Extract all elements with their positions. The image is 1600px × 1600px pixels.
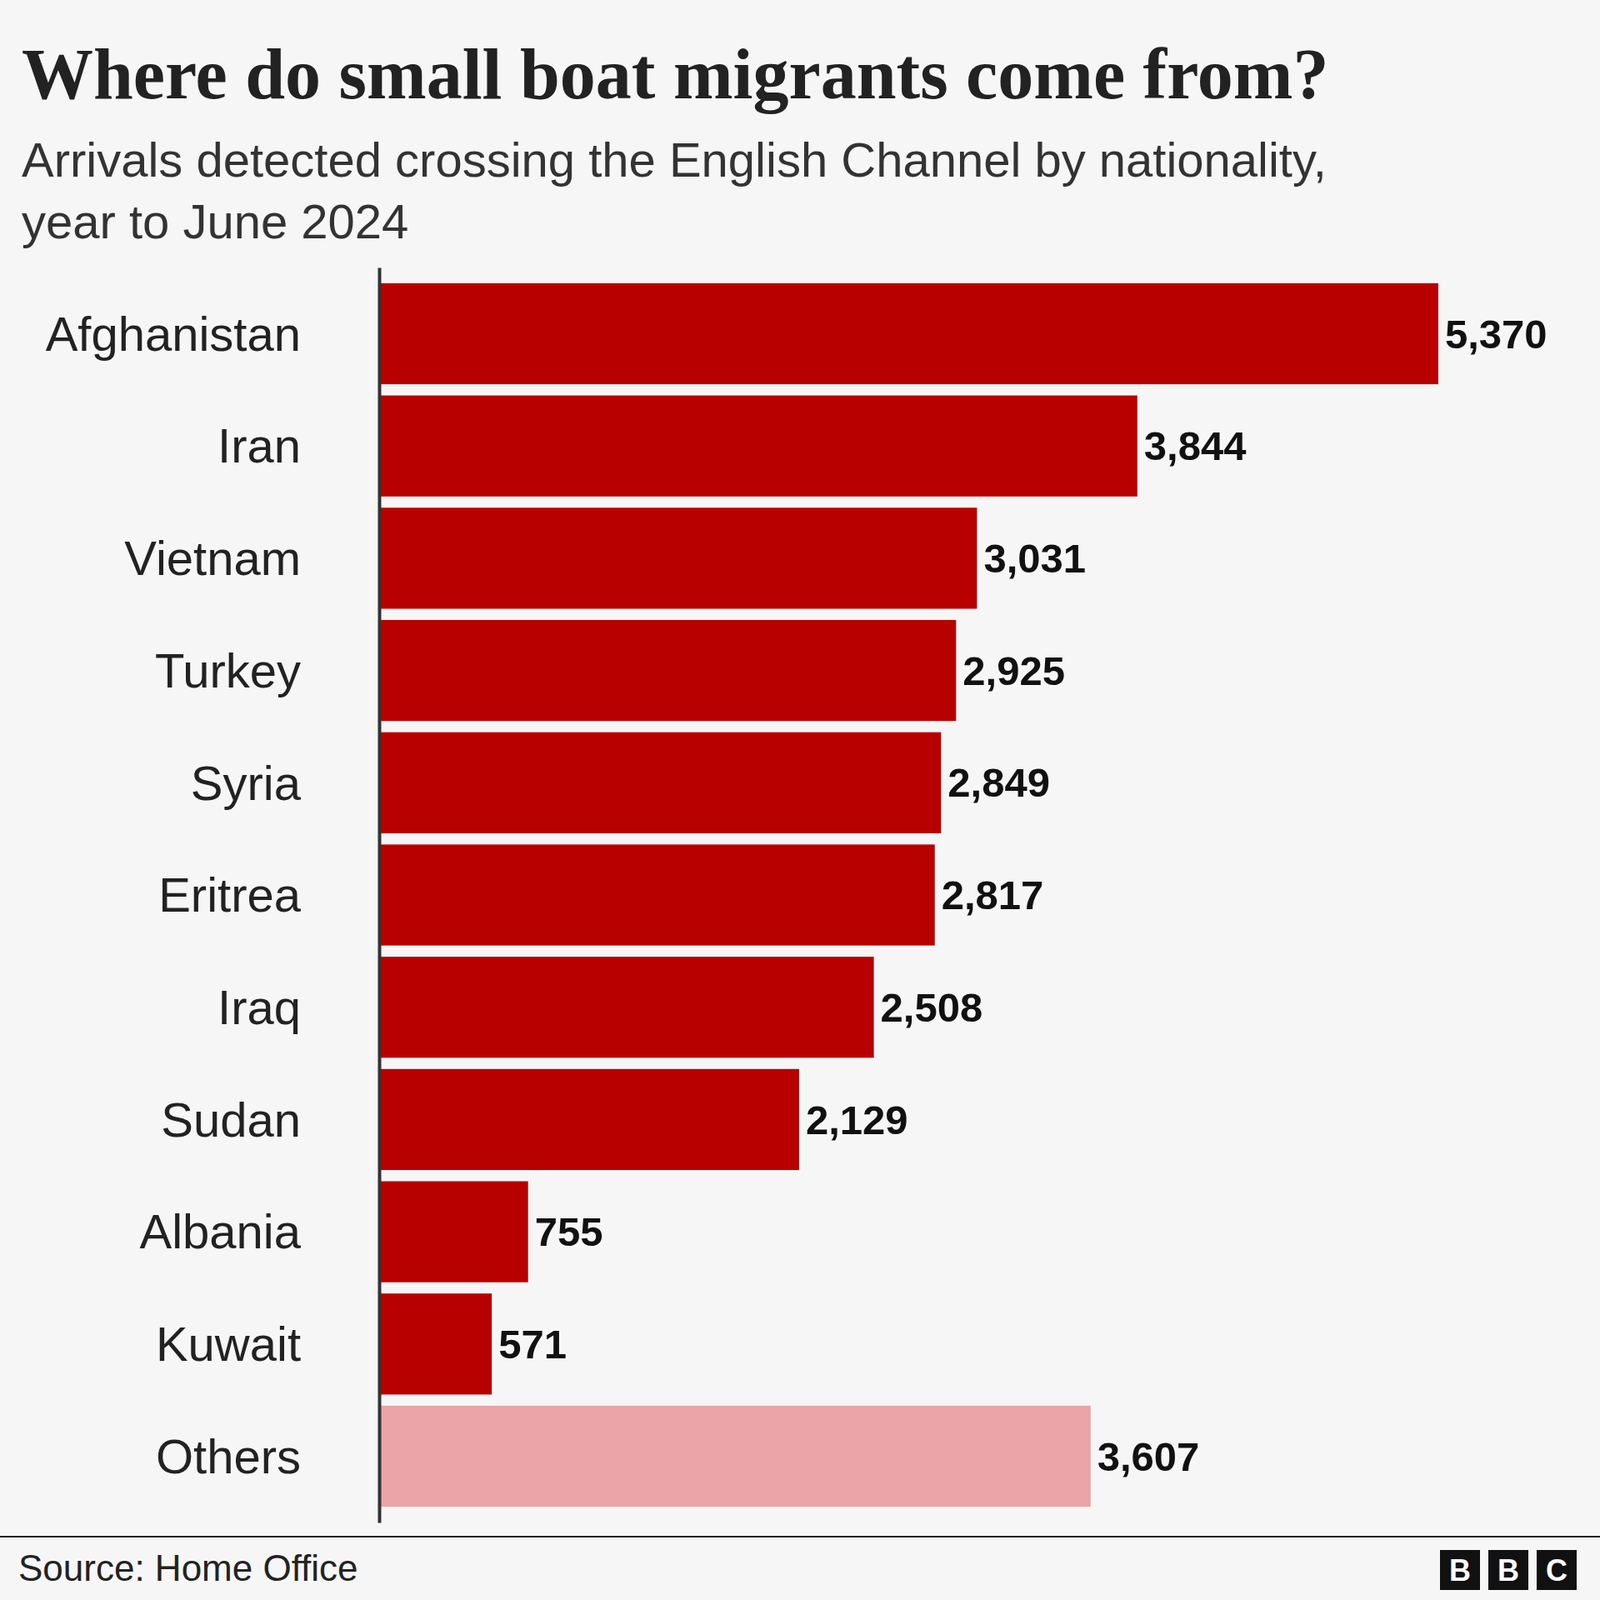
title: Where do small boat migrants come from? bbox=[21, 34, 1330, 115]
bar bbox=[379, 1405, 1091, 1507]
y-tick: Turkey bbox=[155, 643, 301, 698]
bar bbox=[379, 507, 977, 609]
data-labels: 5,370 3,844 3,031 2,925 2,849 2,817 2,508 2,129… bbox=[498, 311, 1547, 1480]
bar bbox=[379, 732, 941, 834]
logo-box bbox=[1440, 1550, 1480, 1590]
y-tick: Kuwait bbox=[155, 1316, 301, 1371]
y-tick: Sudan bbox=[160, 1092, 301, 1147]
bar bbox=[379, 956, 875, 1058]
data-label: 2,849 bbox=[947, 760, 1050, 805]
data-label: 2,508 bbox=[880, 985, 984, 1030]
y-tick: Eritrea bbox=[158, 867, 302, 922]
y-tick-label: Turkey bbox=[155, 643, 301, 698]
bar bbox=[379, 1180, 529, 1282]
bar bbox=[379, 620, 956, 721]
y-tick: Others bbox=[155, 1429, 301, 1484]
data-label: 755 bbox=[535, 1209, 604, 1255]
y-tick-label: Others bbox=[155, 1429, 301, 1484]
subtitle: year to June 2024 bbox=[21, 194, 409, 249]
y-tick-label: Vietnam bbox=[124, 530, 301, 585]
y-tick: Iraq bbox=[217, 980, 301, 1035]
y-axis: Afghanistan Iran Vietnam Turkey Syria Eritrea… bbox=[45, 268, 380, 1524]
data-label: 3,031 bbox=[983, 535, 1086, 581]
y-tick: Iran bbox=[217, 418, 301, 473]
y-tick-label: Syria bbox=[190, 755, 302, 810]
data-label: 3,844 bbox=[1144, 423, 1247, 469]
y-tick-label: Afghanistan bbox=[45, 306, 301, 361]
data-label: 571 bbox=[498, 1321, 567, 1367]
bar bbox=[379, 395, 1138, 497]
y-tick-label: Albania bbox=[140, 1204, 302, 1259]
bar bbox=[379, 1293, 492, 1395]
chart: Where do small boat migrants come from? A… bbox=[0, 0, 1600, 1600]
data-label: 3,607 bbox=[1097, 1434, 1200, 1480]
background bbox=[0, 0, 1600, 1600]
data-label: 5,370 bbox=[1445, 311, 1548, 357]
footer-rule bbox=[0, 1535, 1600, 1538]
source: Source: Home Office bbox=[18, 1547, 359, 1589]
logo-box bbox=[1488, 1550, 1529, 1590]
y-tick: Syria bbox=[190, 755, 302, 810]
y-tick-label: Kuwait bbox=[155, 1316, 301, 1371]
y-tick-label: Iran bbox=[217, 418, 301, 473]
bar bbox=[379, 283, 1439, 385]
data-label: 2,129 bbox=[805, 1097, 909, 1143]
logo-letter: C bbox=[1545, 1553, 1568, 1588]
bars bbox=[379, 283, 1439, 1507]
logo-letter: B bbox=[1497, 1553, 1520, 1588]
data-label: 2,817 bbox=[941, 872, 1045, 918]
y-tick: Albania bbox=[140, 1204, 302, 1259]
bar bbox=[379, 1069, 800, 1170]
bar bbox=[379, 844, 935, 945]
y-axis-line bbox=[378, 268, 382, 1524]
logo: BBC bbox=[1440, 1550, 1577, 1590]
data-label: 2,925 bbox=[962, 648, 1065, 694]
logo-box bbox=[1536, 1550, 1577, 1590]
subtitle: Arrivals detected crossing the English C… bbox=[21, 132, 1327, 187]
y-tick-label: Eritrea bbox=[158, 867, 302, 922]
y-tick: Vietnam bbox=[124, 530, 301, 585]
y-tick-label: Iraq bbox=[217, 980, 301, 1035]
y-tick: Afghanistan bbox=[45, 306, 301, 361]
logo-letter: B bbox=[1449, 1553, 1471, 1588]
y-tick-label: Sudan bbox=[160, 1092, 301, 1147]
